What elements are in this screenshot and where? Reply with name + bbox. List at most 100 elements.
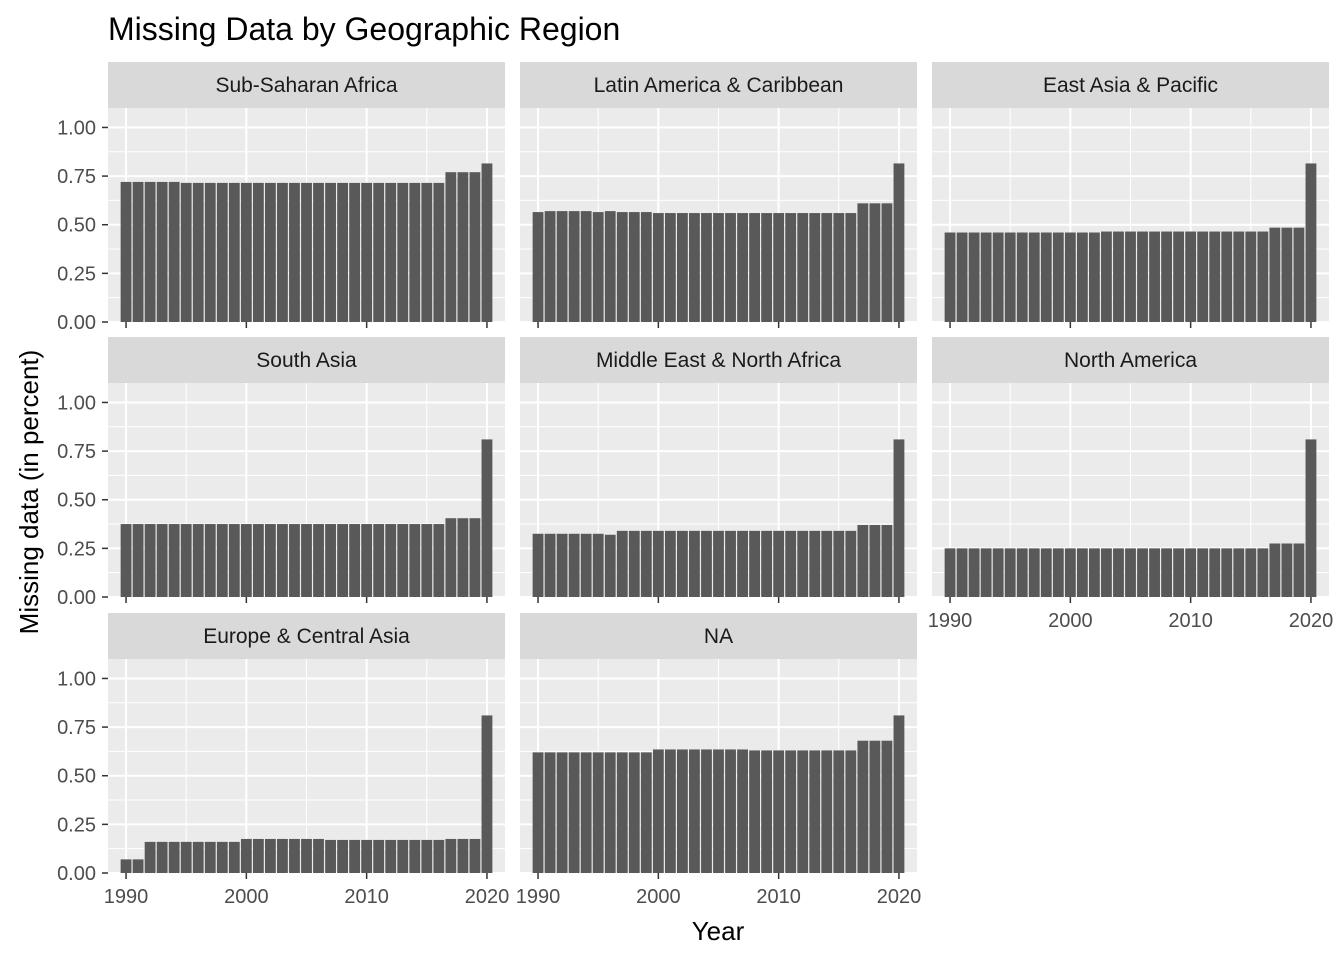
y-axis-title: Missing data (in percent) [14, 350, 44, 635]
bar [676, 749, 688, 873]
bar [968, 548, 980, 597]
bar [532, 212, 544, 322]
bar [737, 749, 748, 873]
bar [144, 524, 156, 597]
bar [737, 213, 748, 322]
bar [616, 530, 628, 597]
bar [216, 524, 228, 597]
y-tick-label: 0.25 [57, 538, 96, 560]
bar [240, 838, 252, 873]
bar [544, 211, 556, 322]
bar [1245, 231, 1257, 322]
bar [676, 530, 688, 597]
bar [1269, 227, 1281, 322]
bar [1101, 548, 1112, 597]
bar [568, 752, 580, 873]
x-tick-label: 2010 [1168, 610, 1213, 632]
facet-strip [520, 62, 917, 108]
bar [1016, 548, 1028, 597]
bar [857, 203, 869, 322]
bar [992, 232, 1004, 322]
x-tick-label: 1990 [516, 886, 561, 908]
bar [421, 839, 433, 873]
bar [725, 530, 736, 597]
bar [689, 530, 700, 597]
bar [204, 841, 216, 873]
bar [337, 524, 349, 597]
bar [944, 232, 956, 322]
bar [980, 232, 992, 322]
bar [481, 439, 493, 597]
facet-panels: Sub-Saharan Africa 0.00 0.25 0.50 0.75 1.00 La… [57, 62, 1333, 908]
bar [337, 182, 349, 322]
bar [1221, 231, 1233, 322]
bar [833, 530, 845, 597]
bar [481, 715, 493, 873]
bar [156, 524, 168, 597]
bar [893, 715, 905, 873]
bar [120, 181, 132, 322]
bar [628, 212, 640, 322]
bar [144, 841, 156, 873]
bar [773, 213, 785, 322]
y-tick-label: 1.00 [57, 117, 96, 139]
bar [168, 524, 180, 597]
bar [1064, 232, 1076, 322]
facet-strip-label: NA [704, 625, 733, 648]
bar [592, 752, 604, 873]
bar [532, 752, 544, 873]
bar [881, 203, 893, 322]
bar [1161, 231, 1173, 322]
bar [592, 212, 604, 322]
bar [809, 530, 821, 597]
bar [228, 524, 240, 597]
bar [580, 533, 592, 597]
x-tick-label: 2020 [1289, 610, 1334, 632]
bar [968, 232, 980, 322]
bar [956, 232, 968, 322]
bar [652, 530, 664, 597]
bar [580, 211, 592, 322]
bar [845, 213, 857, 322]
bar [457, 518, 469, 597]
bar [616, 752, 628, 873]
bar [944, 548, 956, 597]
bar [445, 172, 457, 322]
bar [1281, 227, 1293, 322]
facet-na: NA 1990 2000 2010 2020 [516, 613, 921, 908]
y-tick-label: 0.00 [57, 863, 96, 885]
bar [1137, 548, 1148, 597]
bar [361, 524, 373, 597]
bar [749, 750, 761, 873]
bar [1149, 231, 1160, 322]
bar [1040, 232, 1052, 322]
bar [725, 213, 736, 322]
x-tick-label: 1990 [104, 886, 149, 908]
y-tick-label: 0.50 [57, 490, 96, 512]
bar [556, 211, 568, 322]
bar [833, 213, 845, 322]
bar [980, 548, 992, 597]
bar [313, 838, 324, 873]
bar [713, 749, 724, 873]
bar [1125, 231, 1136, 322]
bar [1076, 548, 1088, 597]
bar [1257, 548, 1269, 597]
y-tick-label: 0.50 [57, 215, 96, 237]
x-tick-label: 2020 [877, 886, 922, 908]
bar [1269, 543, 1281, 597]
bar [156, 181, 168, 322]
bar [1221, 548, 1233, 597]
bar [893, 163, 905, 322]
bar [725, 749, 736, 873]
bar [737, 530, 748, 597]
bar [1245, 548, 1257, 597]
bar [580, 752, 592, 873]
y-tick-label: 0.75 [57, 166, 96, 188]
bar [325, 182, 336, 322]
bar [761, 213, 773, 322]
bar [433, 839, 445, 873]
bar [132, 524, 144, 597]
facet-east-asia-pacific: East Asia & Pacific [932, 62, 1329, 328]
